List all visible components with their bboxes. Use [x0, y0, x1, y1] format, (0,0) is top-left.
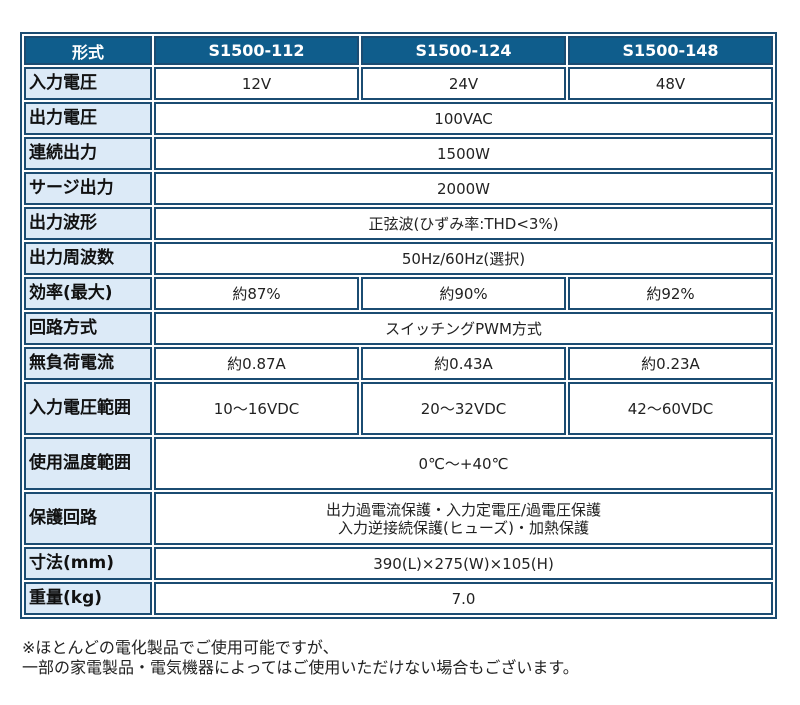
row-label: 使用温度範囲: [24, 437, 152, 490]
footnote: ※ほとんどの電化製品でご使用可能ですが、 一部の家電製品・電気機器によってはご使…: [22, 638, 579, 678]
value-cell: 正弦波(ひずみ率:THD<3%): [154, 207, 773, 240]
row-label: 出力周波数: [24, 242, 152, 275]
table-row: 出力周波数 50Hz/60Hz(選択): [24, 242, 773, 275]
table-row: 使用温度範囲 0℃〜+40℃: [24, 437, 773, 490]
table-row: 保護回路 出力過電流保護・入力定電圧/過電圧保護 入力逆接続保護(ヒューズ)・加熱…: [24, 492, 773, 545]
row-label: 効率(最大): [24, 277, 152, 310]
value-cell: 約0.87A: [154, 347, 359, 380]
header-cell: S1500-148: [568, 36, 773, 65]
row-label: 出力波形: [24, 207, 152, 240]
row-label: 重量(kg): [24, 582, 152, 615]
value-cell: 50Hz/60Hz(選択): [154, 242, 773, 275]
table-row: 連続出力 1500W: [24, 137, 773, 170]
value-cell: 20〜32VDC: [361, 382, 566, 435]
footnote-line: ※ほとんどの電化製品でご使用可能ですが、: [22, 638, 339, 657]
header-cell: S1500-124: [361, 36, 566, 65]
value-cell: 約0.43A: [361, 347, 566, 380]
table-row: 効率(最大) 約87% 約90% 約92%: [24, 277, 773, 310]
value-cell: 10〜16VDC: [154, 382, 359, 435]
row-label: 無負荷電流: [24, 347, 152, 380]
table-row: サージ出力 2000W: [24, 172, 773, 205]
value-cell: 出力過電流保護・入力定電圧/過電圧保護 入力逆接続保護(ヒューズ)・加熱保護: [154, 492, 773, 545]
row-label: 入力電圧: [24, 67, 152, 100]
value-cell: 0℃〜+40℃: [154, 437, 773, 490]
value-cell: 約87%: [154, 277, 359, 310]
table-row: 重量(kg) 7.0: [24, 582, 773, 615]
value-cell: 42〜60VDC: [568, 382, 773, 435]
value-cell: 約92%: [568, 277, 773, 310]
table-header-row: 形式 S1500-112 S1500-124 S1500-148: [24, 36, 773, 65]
value-cell: 100VAC: [154, 102, 773, 135]
row-label: 保護回路: [24, 492, 152, 545]
value-cell: 約0.23A: [568, 347, 773, 380]
value-cell: 2000W: [154, 172, 773, 205]
value-cell: 7.0: [154, 582, 773, 615]
header-cell: S1500-112: [154, 36, 359, 65]
value-cell: 24V: [361, 67, 566, 100]
value-cell: 390(L)×275(W)×105(H): [154, 547, 773, 580]
table-row: 寸法(mm) 390(L)×275(W)×105(H): [24, 547, 773, 580]
value-cell: 12V: [154, 67, 359, 100]
table-row: 出力波形 正弦波(ひずみ率:THD<3%): [24, 207, 773, 240]
table-row: 入力電圧範囲 10〜16VDC 20〜32VDC 42〜60VDC: [24, 382, 773, 435]
spec-table: 形式 S1500-112 S1500-124 S1500-148 入力電圧 12V…: [20, 32, 777, 619]
value-cell: スイッチングPWM方式: [154, 312, 773, 345]
header-cell: 形式: [24, 36, 152, 65]
value-cell: 48V: [568, 67, 773, 100]
row-label: 入力電圧範囲: [24, 382, 152, 435]
row-label: 出力電圧: [24, 102, 152, 135]
row-label: サージ出力: [24, 172, 152, 205]
value-cell: 約90%: [361, 277, 566, 310]
row-label: 回路方式: [24, 312, 152, 345]
spec-table-wrapper: 形式 S1500-112 S1500-124 S1500-148 入力電圧 12V…: [20, 32, 777, 619]
value-cell: 1500W: [154, 137, 773, 170]
table-row: 入力電圧 12V 24V 48V: [24, 67, 773, 100]
row-label: 連続出力: [24, 137, 152, 170]
table-row: 無負荷電流 約0.87A 約0.43A 約0.23A: [24, 347, 773, 380]
table-row: 出力電圧 100VAC: [24, 102, 773, 135]
footnote-line: 一部の家電製品・電気機器によってはご使用いただけない場合もございます。: [22, 658, 579, 677]
table-row: 回路方式 スイッチングPWM方式: [24, 312, 773, 345]
row-label: 寸法(mm): [24, 547, 152, 580]
